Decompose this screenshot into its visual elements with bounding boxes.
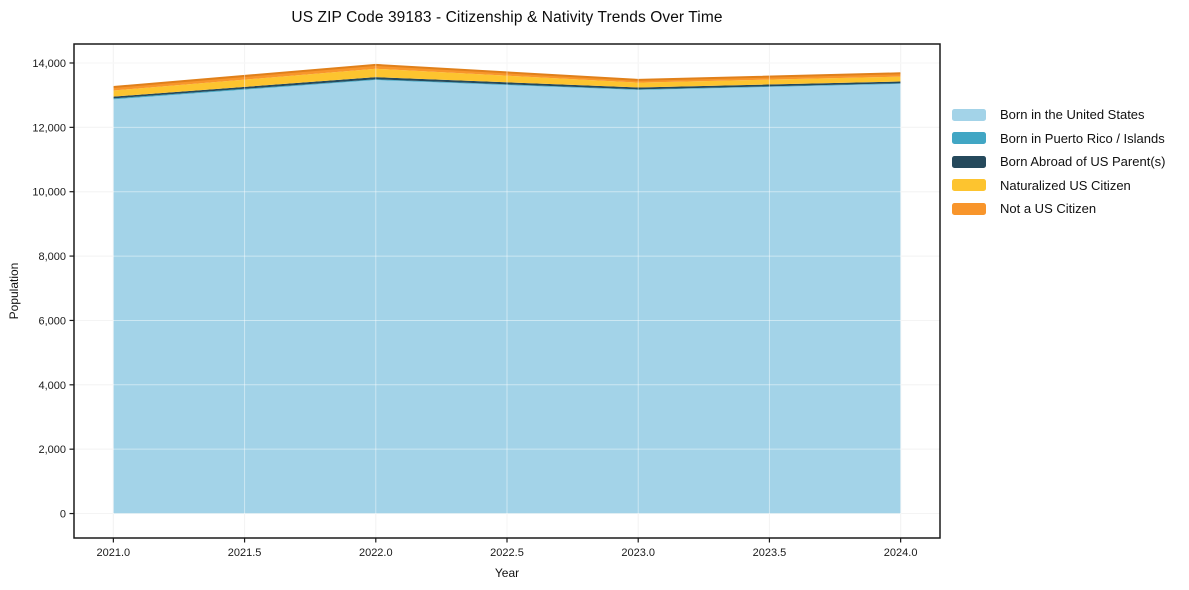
x-axis-label: Year xyxy=(494,566,520,580)
x-tick-label: 2022.0 xyxy=(359,547,393,559)
legend-item-born-us: Born in the United States xyxy=(952,103,1189,127)
legend: Born in the United States Born in Puerto… xyxy=(952,103,1189,221)
legend-label-not-citizen: Not a US Citizen xyxy=(1000,201,1097,217)
area-series-1 xyxy=(113,79,901,100)
chart-title: US ZIP Code 39183 - Citizenship & Nativi… xyxy=(291,9,723,26)
x-tick-label: 2023.0 xyxy=(621,547,655,559)
legend-label-born-us: Born in the United States xyxy=(1000,107,1145,123)
y-tick-label: 2,000 xyxy=(38,444,66,456)
x-tick-label: 2024.0 xyxy=(884,547,918,559)
legend-item-born-abroad: Born Abroad of US Parent(s) xyxy=(952,150,1189,174)
legend-label-puerto-rico: Born in Puerto Rico / Islands xyxy=(1000,130,1165,146)
legend-swatch-naturalized xyxy=(952,179,986,192)
stack-top-edge xyxy=(113,63,901,88)
y-tick-label: 0 xyxy=(60,509,66,521)
y-tick-label: 4,000 xyxy=(38,380,66,392)
x-tick-label: 2023.5 xyxy=(753,547,787,559)
y-tick-label: 8,000 xyxy=(38,251,66,263)
legend-swatch-puerto-rico xyxy=(952,132,986,145)
y-tick-label: 14,000 xyxy=(32,58,66,70)
legend-label-born-abroad: Born Abroad of US Parent(s) xyxy=(1000,154,1166,170)
y-tick-label: 6,000 xyxy=(38,315,66,327)
legend-swatch-born-abroad xyxy=(952,155,986,168)
legend-swatch-not-citizen xyxy=(952,202,986,215)
legend-item-not-citizen: Not a US Citizen xyxy=(952,197,1189,221)
area-series-3 xyxy=(113,68,901,97)
legend-label-naturalized: Naturalized US Citizen xyxy=(1000,177,1131,193)
x-tick-label: 2022.5 xyxy=(490,547,524,559)
legend-item-naturalized: Naturalized US Citizen xyxy=(952,174,1189,198)
area-series-2 xyxy=(113,77,901,99)
y-tick-label: 12,000 xyxy=(32,122,66,134)
legend-swatch-born-us xyxy=(952,108,986,121)
x-tick-label: 2021.5 xyxy=(228,547,262,559)
x-tick-label: 2021.0 xyxy=(97,547,131,559)
legend-item-puerto-rico: Born in Puerto Rico / Islands xyxy=(952,127,1189,151)
area-series-0 xyxy=(113,80,901,514)
y-tick-label: 10,000 xyxy=(32,187,66,199)
y-axis-label: Population xyxy=(7,262,21,320)
